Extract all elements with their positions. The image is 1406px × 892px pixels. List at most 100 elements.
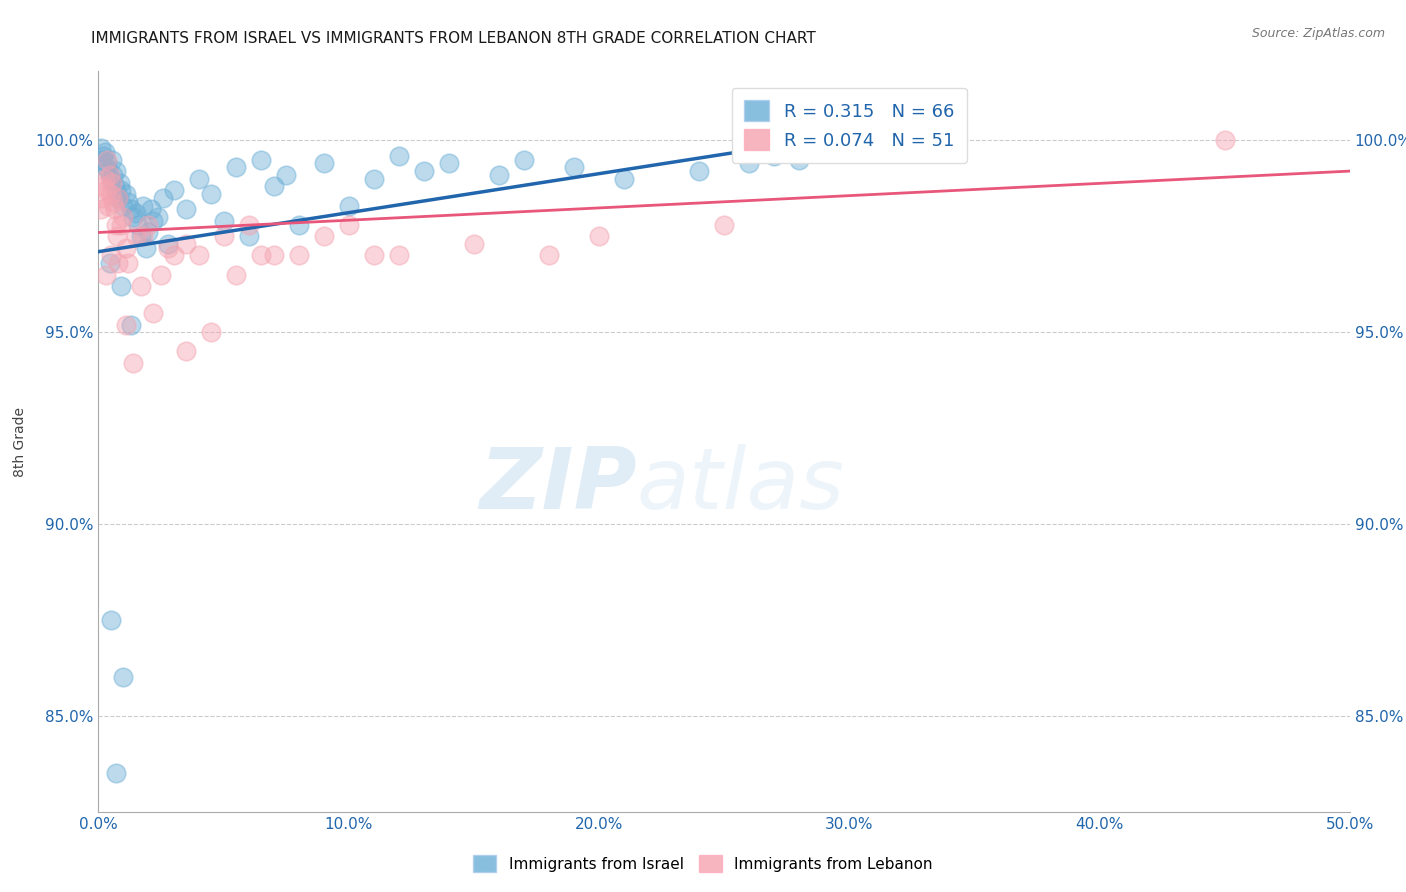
Point xyxy=(274,168,298,182)
Point xyxy=(110,279,132,293)
Point xyxy=(100,248,122,262)
Point xyxy=(162,183,184,197)
Point xyxy=(100,187,122,202)
Point xyxy=(122,356,145,370)
Point xyxy=(250,248,273,262)
Point xyxy=(101,176,124,190)
Point xyxy=(107,191,129,205)
Text: ZIP: ZIP xyxy=(479,444,637,527)
Point xyxy=(363,171,385,186)
Point xyxy=(738,156,761,170)
Point xyxy=(187,248,209,262)
Point xyxy=(105,229,128,244)
Point xyxy=(117,194,139,209)
Point xyxy=(120,318,142,332)
Point xyxy=(100,171,122,186)
Point xyxy=(312,229,335,244)
Point xyxy=(388,248,411,262)
Point xyxy=(138,218,160,232)
Point xyxy=(90,202,112,217)
Point xyxy=(125,229,148,244)
Point xyxy=(104,766,127,780)
Point xyxy=(174,202,197,217)
Point xyxy=(105,187,128,202)
Point xyxy=(112,210,135,224)
Point xyxy=(200,325,222,339)
Point xyxy=(688,164,710,178)
Point xyxy=(225,161,247,175)
Point xyxy=(132,229,155,244)
Point xyxy=(104,202,127,217)
Point xyxy=(98,256,121,270)
Legend: R = 0.315   N = 66, R = 0.074   N = 51: R = 0.315 N = 66, R = 0.074 N = 51 xyxy=(731,87,967,163)
Point xyxy=(108,176,131,190)
Point xyxy=(287,248,309,262)
Point xyxy=(112,199,135,213)
Point xyxy=(388,149,411,163)
Point xyxy=(713,218,735,232)
Point xyxy=(122,210,145,224)
Point xyxy=(238,218,260,232)
Point xyxy=(363,248,385,262)
Point xyxy=(263,248,285,262)
Point xyxy=(337,218,360,232)
Point xyxy=(96,153,118,167)
Point xyxy=(412,164,434,178)
Point xyxy=(337,199,360,213)
Point xyxy=(238,229,260,244)
Point xyxy=(115,318,138,332)
Point xyxy=(104,179,127,194)
Point xyxy=(174,344,197,359)
Text: atlas: atlas xyxy=(637,444,845,527)
Point xyxy=(787,153,810,167)
Point xyxy=(120,202,142,217)
Point xyxy=(513,153,536,167)
Point xyxy=(91,191,114,205)
Point xyxy=(312,156,335,170)
Point xyxy=(162,248,184,262)
Point xyxy=(463,237,485,252)
Point xyxy=(174,237,197,252)
Point xyxy=(562,161,585,175)
Point xyxy=(96,156,118,170)
Point xyxy=(152,191,174,205)
Point xyxy=(187,171,209,186)
Point xyxy=(142,306,165,320)
Point xyxy=(93,171,115,186)
Point xyxy=(763,149,786,163)
Point xyxy=(94,183,117,197)
Point xyxy=(112,670,135,684)
Point xyxy=(200,187,222,202)
Point xyxy=(103,194,125,209)
Y-axis label: 8th Grade: 8th Grade xyxy=(13,407,27,476)
Point xyxy=(148,210,170,224)
Point xyxy=(127,218,149,232)
Point xyxy=(157,237,180,252)
Point xyxy=(287,218,309,232)
Point xyxy=(838,141,860,155)
Point xyxy=(107,191,129,205)
Point xyxy=(104,164,127,178)
Point xyxy=(117,256,139,270)
Point xyxy=(103,168,125,182)
Point xyxy=(91,153,114,167)
Point xyxy=(100,613,122,627)
Point xyxy=(139,202,162,217)
Point xyxy=(93,179,115,194)
Point xyxy=(94,161,117,175)
Point xyxy=(1213,133,1236,147)
Point xyxy=(132,199,155,213)
Point xyxy=(135,241,157,255)
Point xyxy=(488,168,510,182)
Point xyxy=(537,248,560,262)
Point xyxy=(437,156,460,170)
Point xyxy=(129,229,152,244)
Point xyxy=(157,241,180,255)
Text: Source: ZipAtlas.com: Source: ZipAtlas.com xyxy=(1251,27,1385,40)
Legend: Immigrants from Israel, Immigrants from Lebanon: Immigrants from Israel, Immigrants from … xyxy=(465,847,941,880)
Point xyxy=(813,145,835,159)
Point xyxy=(250,153,273,167)
Point xyxy=(129,279,152,293)
Point xyxy=(110,218,132,232)
Point xyxy=(93,149,115,163)
